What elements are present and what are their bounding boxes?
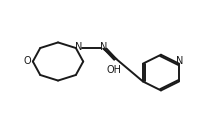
Text: N: N	[100, 42, 107, 52]
Text: N: N	[176, 56, 184, 66]
Text: N: N	[75, 42, 83, 52]
Text: OH: OH	[107, 65, 122, 75]
Text: O: O	[24, 56, 31, 67]
